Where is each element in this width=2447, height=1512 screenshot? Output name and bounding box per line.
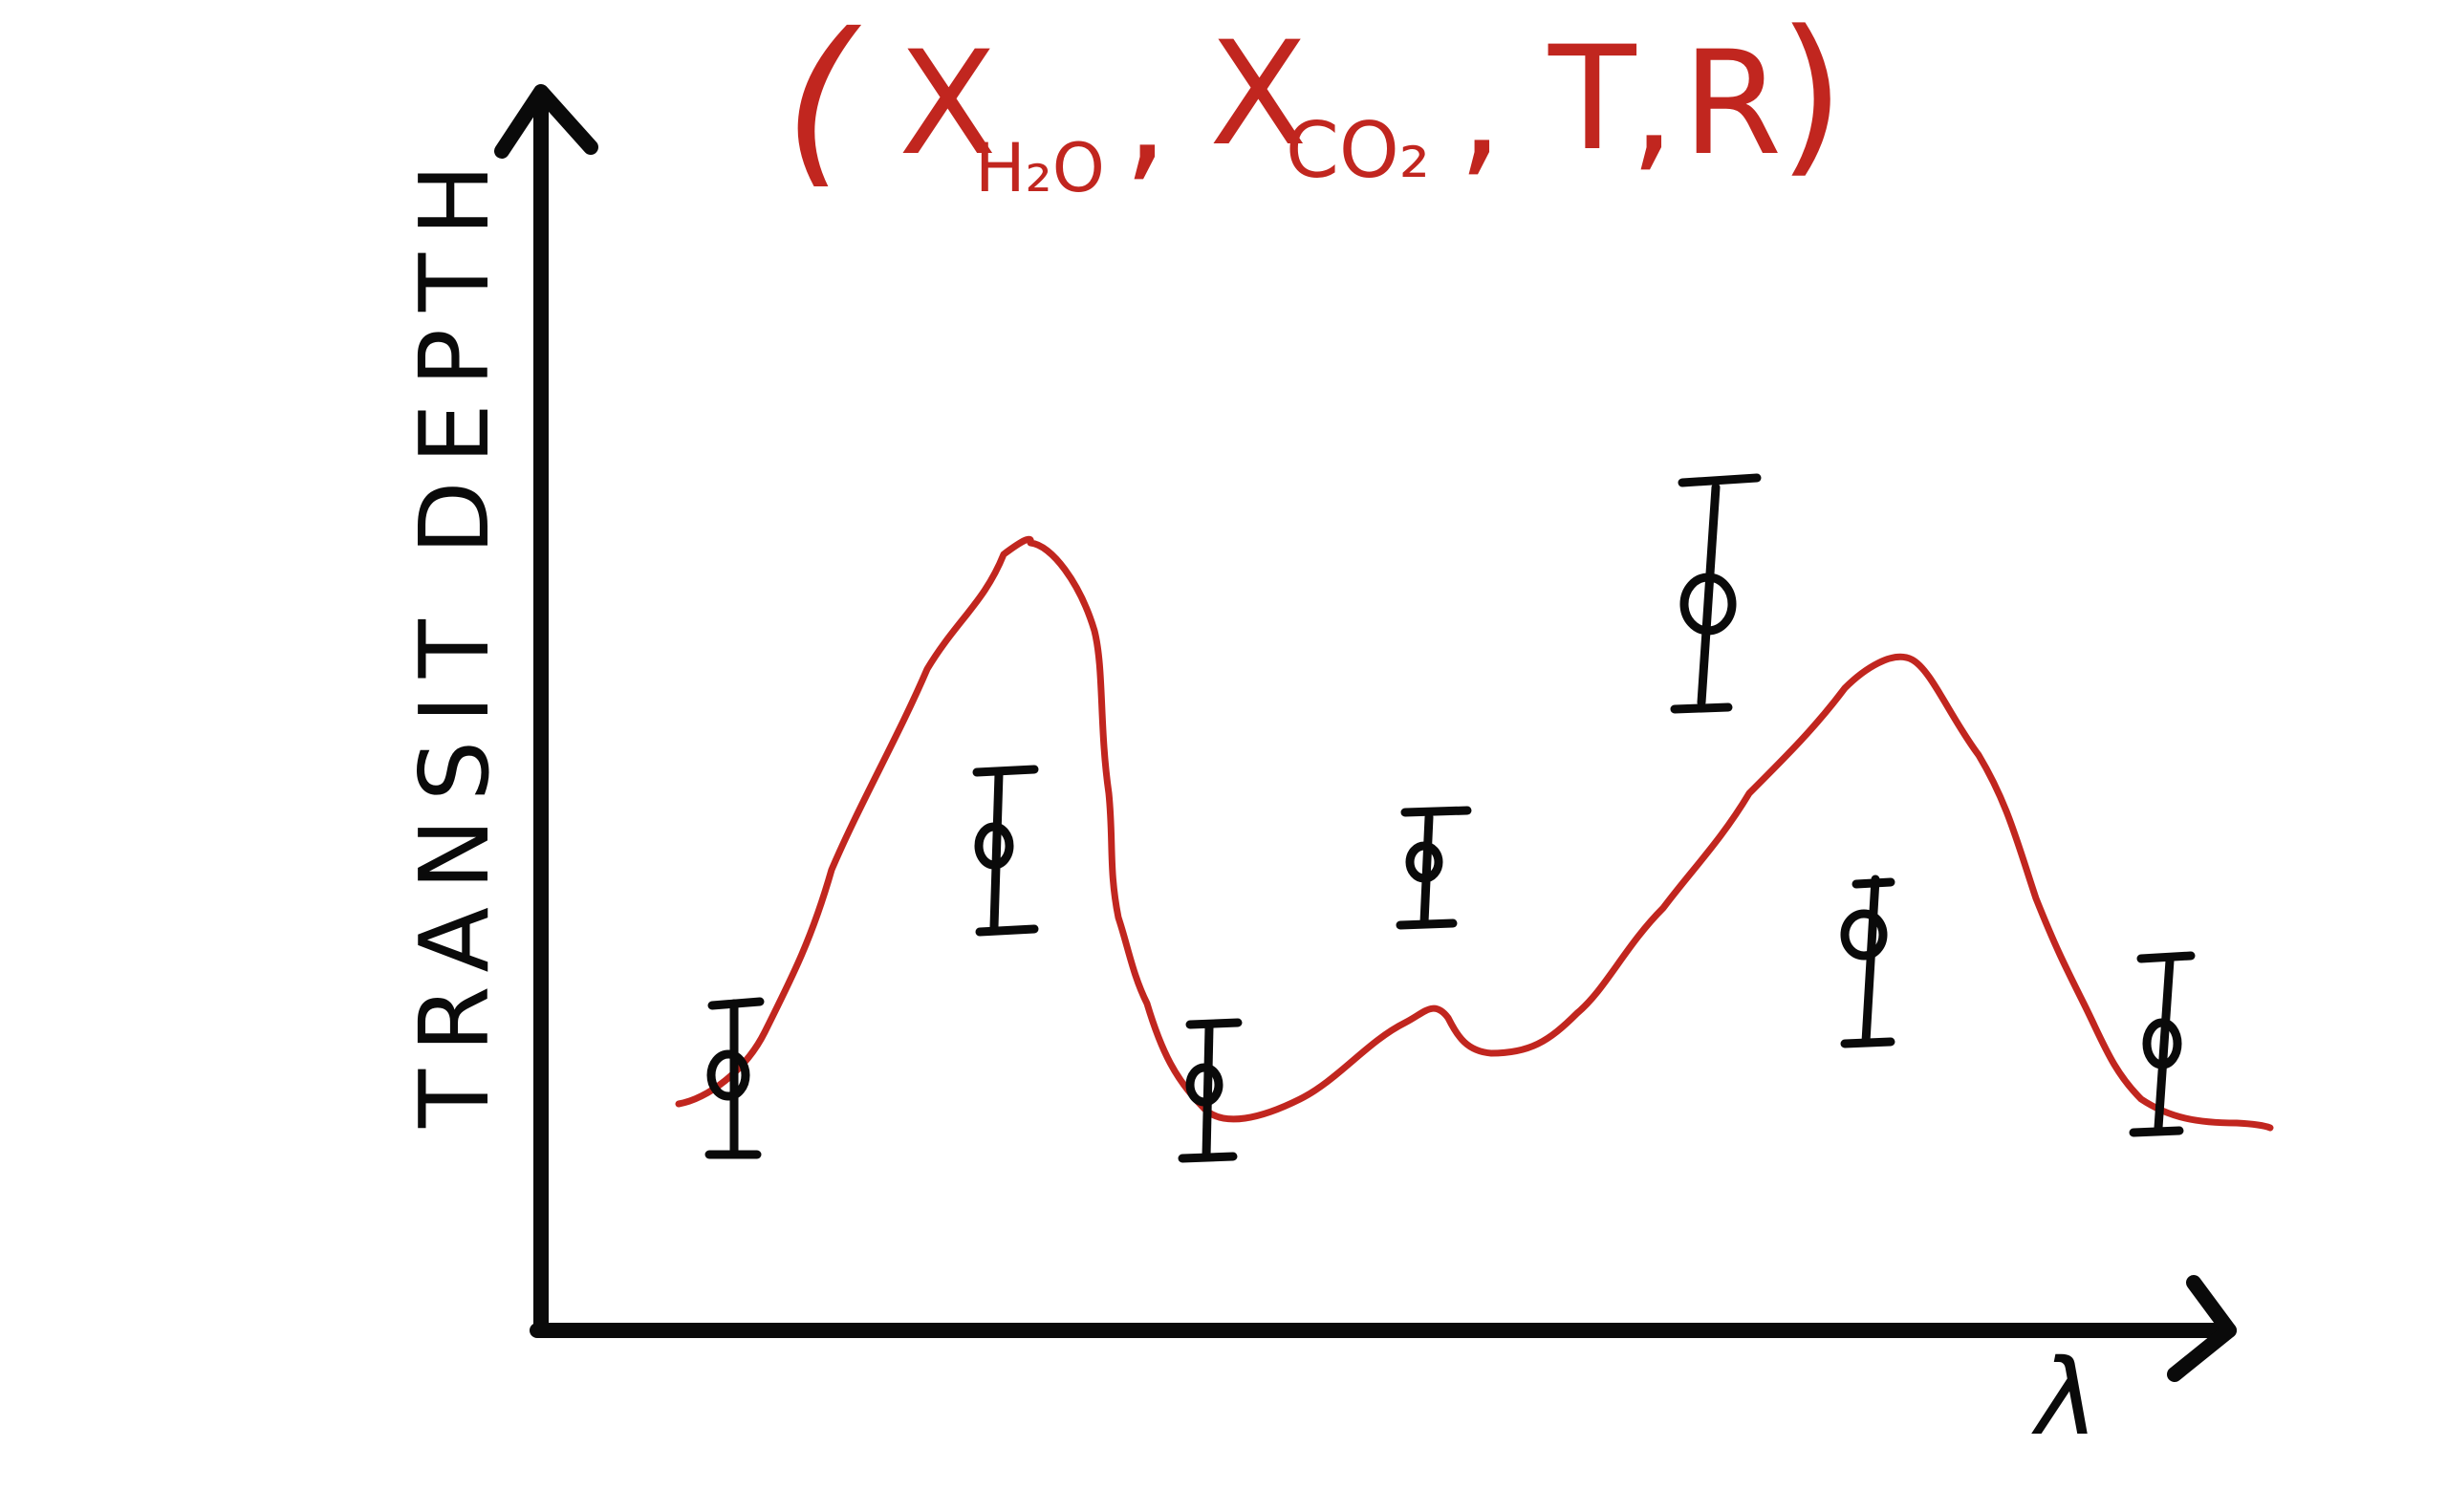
data-point xyxy=(2129,951,2196,1137)
data-point xyxy=(704,997,765,1159)
y-axis-arrowhead xyxy=(494,84,598,159)
model-spectrum-curve xyxy=(675,535,2274,1132)
data-points xyxy=(704,473,2196,1163)
title-comma-3: , xyxy=(1630,21,1676,187)
axes xyxy=(494,84,2237,1382)
title-x-h2o: X xyxy=(899,21,997,187)
title: ( X H₂O , X CO₂ , T , R ) xyxy=(784,0,1845,207)
title-open-paren: ( xyxy=(784,0,862,205)
title-r: R xyxy=(1682,21,1782,187)
title-t: T xyxy=(1548,16,1637,183)
title-close-paren: ) xyxy=(1778,0,1845,194)
x-axis-label: λ xyxy=(2031,1336,2098,1458)
title-comma-2: , xyxy=(1458,26,1504,192)
title-x-co2-subscript: CO₂ xyxy=(1286,106,1430,195)
data-point xyxy=(1670,473,1762,714)
data-point xyxy=(1396,806,1472,930)
data-point xyxy=(1178,1018,1243,1163)
data-point xyxy=(972,765,1039,937)
data-point xyxy=(1840,875,1895,1048)
y-axis-label: TRANSIT DEPTH xyxy=(399,147,510,1129)
x-axis-arrowhead xyxy=(2167,1275,2237,1382)
title-x-co2: X xyxy=(1209,11,1308,178)
title-comma-1: , xyxy=(1123,31,1169,197)
title-x-h2o-subscript: H₂O xyxy=(975,129,1105,207)
